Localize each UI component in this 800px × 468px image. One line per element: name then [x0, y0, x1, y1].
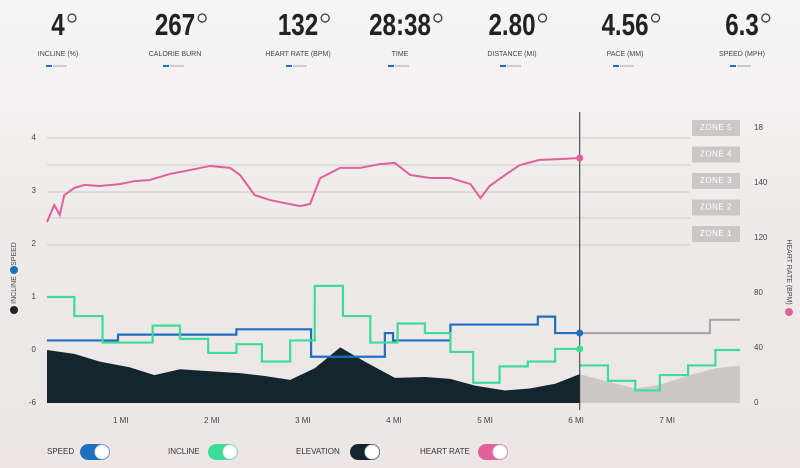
x-tick-label: 2 MI	[204, 416, 220, 425]
stat-icon	[433, 13, 443, 23]
stat-value: 2.80	[488, 7, 535, 42]
stat-bar-track	[737, 65, 751, 67]
speed-icon	[10, 266, 18, 274]
stat-icon	[320, 13, 330, 23]
stat-bar	[388, 65, 394, 67]
x-tick-label: 6 MI	[568, 416, 584, 425]
stat-icon	[537, 13, 548, 23]
stat-bar	[613, 65, 619, 67]
stat-value: 28:38	[369, 7, 431, 42]
toggle-label: ELEVATION	[296, 447, 340, 456]
stat-label: PACE (MM)	[607, 51, 644, 58]
x-tick-label: 5 MI	[477, 416, 493, 425]
y2-tick-label: 120	[754, 233, 768, 242]
zone-button	[692, 120, 740, 136]
stat-icon	[197, 13, 207, 23]
stat-icon	[761, 13, 771, 23]
y2-tick-label: 80	[754, 288, 763, 297]
stat-label: CALORIE BURN	[149, 51, 202, 58]
stat-bar-track	[170, 65, 184, 67]
hr-axis-label: HEART RATE (BPM)	[785, 239, 792, 304]
stat-bar	[46, 65, 52, 67]
zone-button	[692, 226, 740, 242]
stat-bar	[163, 65, 169, 67]
stat-label: SPEED (MPH)	[719, 51, 765, 58]
current-point	[576, 154, 584, 162]
stat-bar-track	[293, 65, 307, 67]
toggle-label: INCLINE	[168, 447, 200, 456]
incline-axis-label: INCLINE	[11, 276, 18, 304]
current-point	[576, 329, 584, 337]
zone-button	[692, 146, 740, 163]
toggle-knob	[364, 444, 380, 460]
step-line	[579, 318, 740, 335]
stat-label: INCLINE (%)	[38, 51, 78, 58]
stat-bar-track	[395, 65, 409, 67]
stat-value: 4	[51, 7, 65, 42]
y-tick-label: 4	[32, 133, 37, 142]
stat-value: 6.3	[725, 7, 759, 42]
line	[46, 156, 580, 223]
y-tick-label: -6	[29, 398, 37, 407]
zone-label: ZONE 2	[700, 203, 732, 212]
y-tick-label: 2	[32, 239, 37, 248]
y2-tick-label: 0	[754, 398, 759, 407]
heart-icon	[785, 308, 793, 316]
stat-label: TIME	[392, 51, 409, 58]
x-tick-label: 4 MI	[386, 416, 402, 425]
toggle-knob	[492, 444, 508, 460]
stat-icon	[650, 13, 661, 23]
stat-bar	[500, 65, 506, 67]
step-line	[579, 348, 740, 392]
toggle-label: SPEED	[47, 447, 74, 456]
stat-label: DISTANCE (MI)	[487, 51, 536, 58]
step-line	[47, 315, 580, 358]
area	[579, 365, 740, 403]
zone-lines	[47, 137, 690, 246]
y2-tick-label: 140	[754, 178, 768, 187]
area	[47, 347, 580, 403]
y2-top-label: 18	[754, 123, 763, 132]
x-tick-label: 3 MI	[295, 416, 311, 425]
stat-value: 132	[278, 7, 318, 42]
incline-icon	[10, 306, 18, 314]
stat-bar	[286, 65, 292, 67]
stat-bar-track	[53, 65, 67, 67]
y-tick-label: 3	[32, 186, 37, 195]
speed-axis-label: SPEED	[11, 242, 18, 266]
x-tick-label: 1 MI	[113, 416, 129, 425]
zone-label: ZONE 1	[700, 229, 732, 238]
toggle-knob	[94, 444, 110, 460]
stat-value: 4.56	[601, 7, 648, 42]
zone-label: ZONE 3	[700, 176, 732, 185]
stat-label: HEART RATE (BPM)	[265, 51, 330, 58]
toggle-label: HEART RATE	[420, 447, 470, 456]
stat-value: 267	[155, 7, 195, 42]
y2-tick-label: 40	[754, 343, 763, 352]
stat-bar	[730, 65, 736, 67]
zone-button	[692, 199, 740, 216]
current-point	[576, 345, 584, 353]
y-tick-label: 1	[32, 292, 37, 301]
stat-icon	[67, 13, 77, 23]
zone-label: ZONE 5	[700, 123, 732, 132]
toggle-knob	[222, 444, 238, 460]
stat-bar-track	[620, 65, 634, 67]
zone-label: ZONE 4	[700, 150, 732, 159]
y-tick-label: 0	[32, 345, 37, 354]
step-line	[47, 284, 580, 384]
x-tick-label: 7 MI	[659, 416, 675, 425]
zone-button	[692, 173, 740, 189]
stat-bar-track	[507, 65, 521, 67]
